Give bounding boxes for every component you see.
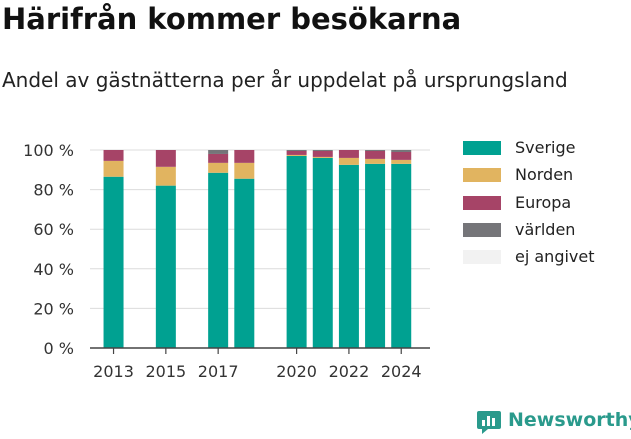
- bar-segment: [155, 185, 176, 348]
- bar-segment: [208, 150, 229, 154]
- bar-segment: [312, 157, 333, 348]
- y-tick-label: 100 %: [23, 141, 74, 160]
- x-tick-label: 2013: [93, 362, 134, 381]
- y-tick-label: 80 %: [33, 181, 74, 200]
- bar-segment: [286, 150, 307, 151]
- bar-segment: [365, 158, 386, 164]
- bar-segment: [208, 172, 229, 348]
- bars: [103, 150, 412, 348]
- bar-segment: [234, 178, 255, 348]
- x-tick-label: 2024: [381, 362, 422, 381]
- legend-label: Sverige: [515, 138, 576, 157]
- x-tick-label: 2017: [198, 362, 239, 381]
- newsworthy-logo-icon: [477, 411, 501, 434]
- bar-segment: [338, 150, 359, 158]
- y-axis-labels: 0 % 20 % 40 % 60 % 80 % 100 %: [23, 141, 74, 358]
- bar-segment: [312, 150, 333, 157]
- bar-segment: [103, 160, 124, 177]
- bar-segment: [286, 150, 307, 155]
- axes: [90, 347, 430, 354]
- chart-subtitle: Andel av gästnätterna per år uppdelat på…: [2, 68, 568, 92]
- bar-segment: [208, 153, 229, 163]
- bar-segment: [155, 150, 176, 167]
- bar-segment: [286, 155, 307, 348]
- legend-swatch: [463, 141, 501, 155]
- bar-segment: [312, 156, 333, 158]
- bar-segment: [103, 176, 124, 348]
- legend-label: ej angivet: [515, 247, 595, 267]
- legend-label: Europa: [515, 192, 572, 212]
- bar-segment: [391, 150, 412, 152]
- y-tick-label: 0 %: [44, 339, 74, 358]
- bar-segment: [338, 164, 359, 348]
- bar-segment: [103, 150, 124, 161]
- bar-segment: [365, 163, 386, 348]
- y-tick-label: 60 %: [33, 220, 74, 239]
- bar-segment: [391, 159, 412, 164]
- bar-segment: [391, 151, 412, 160]
- x-tick-label: 2020: [276, 362, 317, 381]
- x-axis-labels: 2013 2015 2017 2020 2022 2024: [93, 362, 421, 381]
- bar-segment: [338, 157, 359, 165]
- bar-segment: [391, 163, 412, 348]
- legend-swatch: [463, 250, 501, 265]
- x-tick-label: 2022: [329, 362, 370, 381]
- bar-segment: [155, 166, 176, 186]
- bar-segment: [208, 162, 229, 173]
- bar-segment: [286, 154, 307, 156]
- legend-swatch: [463, 168, 501, 183]
- y-tick-label: 40 %: [33, 260, 74, 279]
- bar-segment: [234, 150, 255, 163]
- x-tick-label: 2015: [145, 362, 186, 381]
- bar-segment: [365, 150, 386, 159]
- bar-segment: [365, 150, 386, 151]
- chart-title: Härifrån kommer besökarna: [2, 2, 462, 36]
- legend-label: Norden: [515, 165, 574, 185]
- legend-swatch: [463, 222, 501, 237]
- legend-label: världen: [515, 219, 576, 239]
- brand-name: Newsworthy: [508, 409, 631, 431]
- bar-segment: [234, 162, 255, 179]
- bar-segment: [312, 150, 333, 151]
- y-tick-label: 20 %: [33, 299, 74, 318]
- legend-swatch: [463, 195, 501, 210]
